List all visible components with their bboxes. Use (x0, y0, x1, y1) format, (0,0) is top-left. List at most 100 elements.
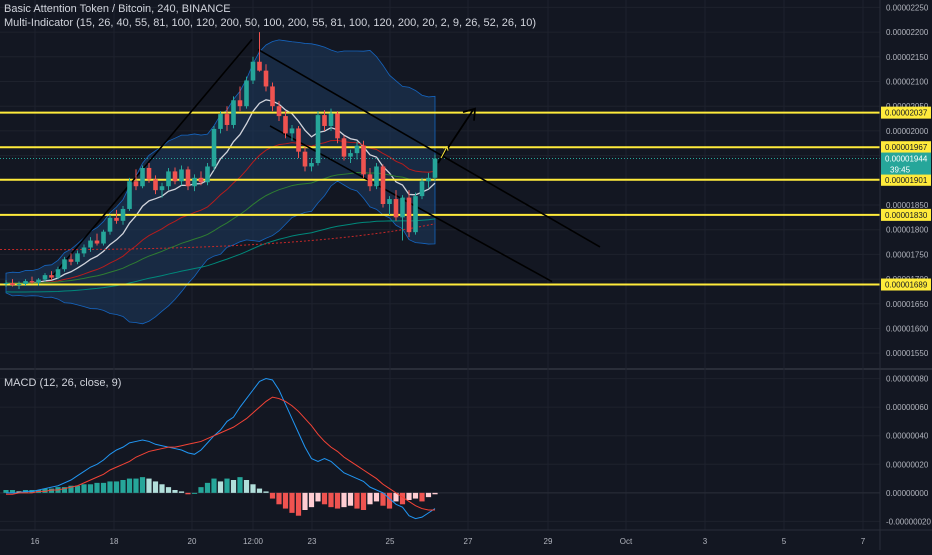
time-label: 7 (861, 537, 866, 546)
symbol-title[interactable]: Basic Attention Token / Bitcoin, 240, BI… (4, 3, 231, 15)
projection-arrow (437, 109, 474, 164)
level-label[interactable]: 0.00001689 (885, 281, 928, 290)
candle-body (166, 171, 171, 187)
level-label[interactable]: 0.00001901 (885, 176, 928, 185)
candle-body (146, 167, 152, 180)
macd-histogram-bar (432, 492, 438, 495)
bollinger-band (5, 39, 436, 325)
candle-body (218, 114, 223, 129)
macd-histogram-bar (120, 480, 126, 493)
level-label[interactable]: 0.00001967 (885, 143, 928, 152)
candle-body (42, 275, 48, 280)
candle-body (36, 279, 41, 283)
macd-tick-label: -0.00000020 (886, 517, 931, 526)
macd-histogram-bar (42, 488, 48, 493)
macd-histogram-bar (185, 492, 191, 495)
macd-histogram-bar (406, 492, 412, 500)
candle-body (198, 177, 204, 183)
macd-histogram-bar (198, 487, 204, 493)
macd-histogram-bar (360, 492, 367, 510)
candle-body (192, 177, 197, 187)
candle-body (29, 281, 35, 283)
candle-body (75, 253, 80, 262)
macd-tick-label: 0.00000060 (886, 403, 929, 412)
macd-histogram-bar (159, 484, 165, 493)
candle-body (380, 166, 386, 205)
candle-body (406, 197, 412, 233)
macd-histogram-bar (341, 492, 347, 508)
macd-histogram-bar (224, 478, 230, 493)
macd-histogram-bar (16, 491, 22, 493)
indicator-legend[interactable]: Multi-Indicator (15, 26, 40, 55, 81, 100… (4, 17, 537, 29)
time-label: 12:00 (243, 537, 264, 546)
level-label-box (881, 173, 931, 186)
macd-histogram-bar (9, 490, 16, 493)
candle-body (62, 259, 67, 270)
candle-body (276, 106, 282, 117)
candle-body (367, 174, 373, 187)
macd-histogram-bar (295, 492, 302, 516)
macd-histogram-bar (191, 492, 198, 494)
candle-body (315, 115, 321, 164)
macd-histogram-bar (146, 478, 152, 493)
candle-body (94, 240, 100, 244)
signal-line (6, 396, 435, 511)
price-tick-label: 0.00002200 (886, 28, 929, 37)
candle-body (205, 166, 210, 183)
macd-histogram-bar (172, 490, 178, 493)
candle-body (263, 70, 269, 87)
macd-histogram-bar (347, 492, 354, 506)
level-label[interactable]: 0.00002037 (885, 109, 928, 118)
candle-body (400, 197, 405, 218)
candle-body (309, 163, 314, 167)
macd-histogram-bar (87, 484, 94, 493)
price-tick-label: 0.00001600 (886, 324, 929, 333)
candle-body (120, 208, 126, 221)
macd-tick-label: 0.00000040 (886, 432, 929, 441)
candle-body (283, 116, 288, 134)
uptrend-line (49, 39, 253, 280)
candle-body (374, 166, 379, 187)
macd-histogram-bar (81, 484, 87, 493)
price-tick-label: 0.00001800 (886, 226, 929, 235)
level-label[interactable]: 0.00001830 (885, 211, 928, 220)
macd-histogram-bar (263, 491, 269, 493)
candle-body (348, 153, 353, 157)
macd-histogram-bar (107, 481, 113, 493)
candle-body (426, 177, 431, 182)
candle-body (55, 269, 61, 278)
macd-histogram-bar (282, 492, 289, 509)
macd-histogram-bar (425, 492, 432, 498)
candle-body (179, 169, 184, 182)
small-arrow-icon (440, 146, 449, 159)
macd-histogram-bar (269, 492, 276, 499)
macd-histogram-bar (204, 482, 211, 493)
macd-histogram-bar (48, 488, 55, 493)
horizontal-levels[interactable] (0, 111, 880, 286)
macd-histogram-bar (321, 492, 328, 505)
time-label: 5 (782, 537, 787, 546)
candle-body (185, 169, 191, 187)
macd-legend[interactable]: MACD (12, 26, close, 9) (4, 377, 122, 389)
macd-histogram-bar (367, 492, 373, 505)
price-tick-label: 0.00001550 (886, 349, 929, 358)
macd-histogram-bar (289, 492, 295, 513)
macd-histogram-bar (139, 477, 146, 493)
macd-histogram-bar (256, 488, 263, 493)
candle-body (289, 128, 295, 134)
macd-histogram-bar (237, 477, 243, 493)
macd-tick-label: 0.00000020 (886, 460, 929, 469)
macd-histogram-bar (74, 485, 81, 493)
candle-body (354, 145, 360, 154)
macd-histogram-bar (133, 478, 139, 493)
macd-histogram-bar (126, 478, 133, 493)
candle-body (88, 240, 93, 248)
macd-histogram-bar (113, 481, 120, 493)
candle-body (387, 199, 392, 205)
macd-histogram-bar (61, 487, 68, 493)
macd-histogram-bar (250, 484, 256, 493)
price-tick-label: 0.00002250 (886, 3, 929, 12)
candle-body (328, 113, 334, 126)
